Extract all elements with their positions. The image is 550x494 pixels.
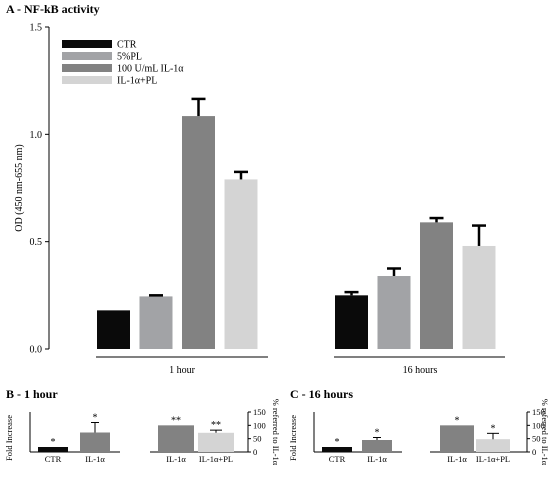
bar-il-1	[80, 432, 110, 452]
group-label-1h: 1 hour	[169, 365, 196, 376]
significance-il-1-pl: **	[211, 420, 221, 431]
panel-a-ylabel: OD (450 nm-655 nm)	[14, 144, 25, 232]
panel-b-left-bars: * CTR * IL-1α	[38, 413, 110, 464]
panel-c-title: C - 16 hours	[290, 387, 353, 401]
y-tick-label-1: 0.5	[30, 237, 43, 248]
panel-b-left-ylabel: Fold Increase	[4, 415, 14, 461]
panel-a-y-ticks: 0.0 0.5 1.0 1.5	[30, 23, 49, 356]
bar-16-hours-il-1-pl	[462, 245, 496, 349]
significance-il-1: *	[455, 415, 460, 426]
bar-1-hour-ctr	[97, 310, 130, 349]
right-y-tick-label-0: 0	[253, 447, 257, 457]
right-y-tick-label-0: 0	[532, 447, 536, 457]
bar-il-1	[158, 425, 194, 452]
right-y-tick-label-1: 50	[253, 434, 262, 444]
panel-a: A - NF-kB activity OD (450 nm-655 nm) 0.…	[6, 2, 505, 376]
panel-b-right-bars: ** IL-1α ** IL-1α+PL	[158, 415, 234, 464]
category-label-ctr: CTR	[329, 454, 346, 464]
bar-16-hours-5-pl	[377, 276, 411, 349]
right-y-tick-label-3: 150	[253, 407, 266, 417]
right-y-tick-label-3: 150	[532, 407, 545, 417]
panel-b: B - 1 hour Fold Increase * CTR * IL-1α ** IL…	[4, 387, 281, 466]
panel-a-bars	[97, 97, 496, 349]
legend-swatch-il-1-pl	[62, 76, 112, 84]
significance-ctr: *	[51, 437, 56, 448]
category-label-il-1: IL-1α	[447, 454, 467, 464]
category-label-il-1-pl: IL-1α+PL	[476, 454, 510, 464]
bar-ctr	[38, 447, 68, 452]
y-tick-label-0: 0.0	[30, 345, 43, 356]
panel-c-left-ylabel: Fold Increase	[288, 415, 298, 461]
bar-il-1	[440, 425, 474, 452]
legend-swatch-5-pl	[62, 52, 112, 60]
significance-il-1: **	[171, 415, 181, 426]
panel-c-right-bars: * IL-1α * IL-1α+PL	[440, 415, 510, 464]
category-label-il-1: IL-1α	[85, 454, 105, 464]
bar-1-hour-il-1-pl	[224, 179, 258, 349]
panel-c-left-bars: * CTR * IL-1α	[322, 428, 392, 464]
legend-label-ctr: CTR	[117, 40, 137, 51]
bar-16-hours-100-u-ml-il-1	[420, 222, 453, 349]
bar-1-hour-5-pl	[139, 296, 173, 349]
legend-label-100-u-ml-il-1: 100 U/mL IL-1α	[117, 64, 184, 75]
significance-il-1: *	[93, 413, 98, 424]
y-tick-label-3: 1.5	[30, 23, 43, 34]
category-label-il-1: IL-1α	[166, 454, 186, 464]
panel-a-title: A - NF-kB activity	[6, 2, 100, 16]
legend-label-5-pl: 5%PL	[117, 52, 142, 63]
bar-il-1	[362, 440, 392, 452]
legend-label-il-1-pl: IL-1α+PL	[117, 76, 157, 87]
significance-ctr: *	[335, 437, 340, 448]
category-label-il-1: IL-1α	[367, 454, 387, 464]
significance-il-1-pl: *	[491, 423, 496, 434]
panel-b-right-ylabel: % referred to IL-1α	[271, 399, 281, 466]
panel-c-right-y-ticks: 0 50 100 150	[527, 407, 545, 457]
bar-ctr	[322, 447, 352, 452]
legend-swatch-100-u-ml-il-1	[62, 64, 112, 72]
right-y-tick-label-2: 100	[253, 420, 266, 430]
bar-il-1-pl	[476, 439, 510, 452]
right-y-tick-label-1: 50	[532, 434, 541, 444]
panel-c: C - 16 hours Fold Increase * CTR * IL-1α * I…	[288, 387, 550, 466]
bar-il-1-pl	[198, 432, 234, 452]
right-y-tick-label-2: 100	[532, 420, 545, 430]
panel-b-right-y-ticks: 0 50 100 150	[248, 407, 266, 457]
bar-16-hours-ctr	[335, 295, 368, 349]
category-label-il-1-pl: IL-1α+PL	[199, 454, 233, 464]
significance-il-1: *	[375, 428, 380, 439]
panel-c-right-ylabel: % referred to IL-1α	[540, 399, 550, 466]
panel-b-title: B - 1 hour	[6, 387, 58, 401]
category-label-ctr: CTR	[45, 454, 62, 464]
bar-1-hour-100-u-ml-il-1	[182, 116, 215, 349]
legend-swatch-ctr	[62, 40, 112, 48]
y-tick-label-2: 1.0	[30, 130, 43, 141]
group-label-16h: 16 hours	[403, 365, 438, 376]
